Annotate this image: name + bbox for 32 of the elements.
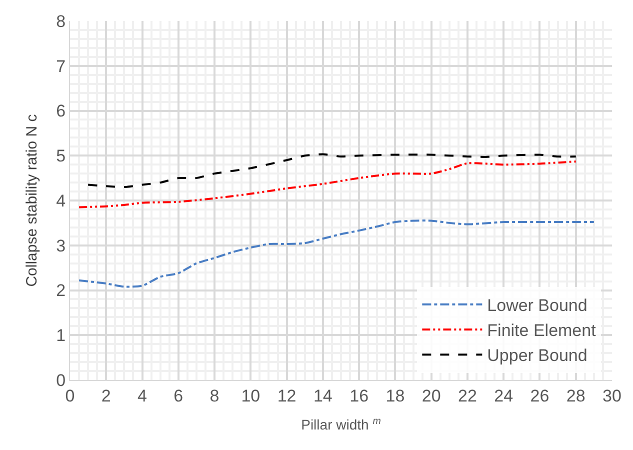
y-tick-label: 2 xyxy=(56,281,66,300)
x-tick-label: 28 xyxy=(566,386,586,406)
y-tick-label: 4 xyxy=(56,191,66,210)
x-tick-label: 20 xyxy=(422,386,441,406)
x-tick-label: 16 xyxy=(350,386,369,406)
y-tick-label: 3 xyxy=(56,236,66,256)
x-tick-label: 22 xyxy=(458,386,477,406)
y-tick-label: 7 xyxy=(56,56,66,76)
x-tick-label: 24 xyxy=(494,386,514,406)
legend-label: Lower Bound xyxy=(487,296,588,315)
x-tick-label: 8 xyxy=(210,386,220,406)
x-tick-label: 6 xyxy=(174,386,184,406)
y-tick-label: 8 xyxy=(56,12,66,31)
x-tick-label: 2 xyxy=(101,386,111,406)
line-series xyxy=(87,153,577,188)
line-series xyxy=(78,220,595,288)
y-tick-label: 6 xyxy=(56,102,66,121)
line-series xyxy=(78,160,577,208)
y-tick-label: 0 xyxy=(56,370,66,390)
y-tick-label: 5 xyxy=(56,146,66,166)
x-tick-label: 4 xyxy=(138,386,148,406)
x-tick-label: 26 xyxy=(530,386,550,406)
y-axis-title: Collapse stability ratio N c xyxy=(23,114,40,287)
x-axis-title: Pillar width $^{m}$ xyxy=(301,416,381,433)
y-tick-label: 1 xyxy=(56,326,66,346)
legend-label: Upper Bound xyxy=(487,346,588,366)
x-tick-label: 18 xyxy=(386,386,405,406)
legend-label: Finite Element xyxy=(487,321,596,340)
x-tick-label: 10 xyxy=(241,386,260,406)
x-tick-label: 14 xyxy=(313,386,332,406)
x-tick-label: 30 xyxy=(602,386,622,406)
x-tick-label: 12 xyxy=(277,386,296,406)
